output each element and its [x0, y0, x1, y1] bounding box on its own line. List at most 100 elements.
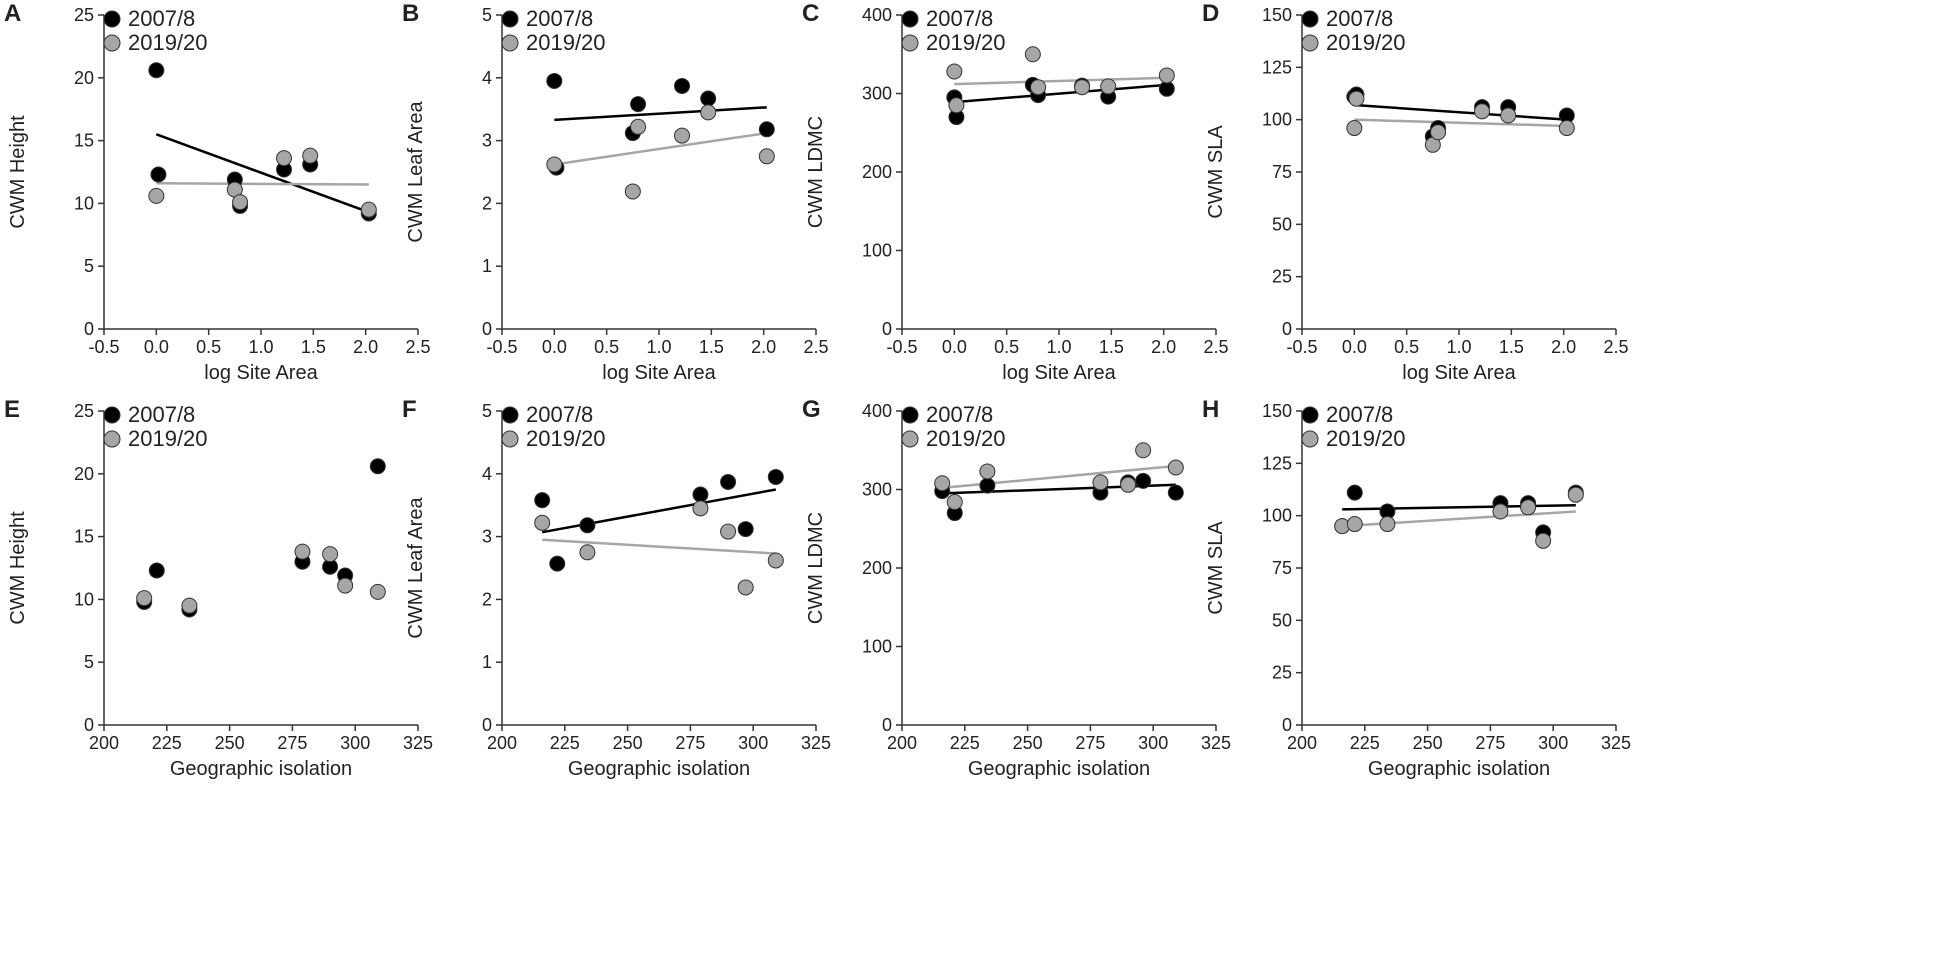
panel-a-y-tick-label: 15	[74, 131, 94, 151]
panel-f-y-tick-label: 4	[482, 464, 492, 484]
panel-b-point-2019	[630, 118, 647, 135]
panel-d-x-tick-label: 2.0	[1551, 337, 1576, 357]
panel-b-y-tick-label: 4	[482, 68, 492, 88]
panel-h-point-2007	[1346, 484, 1363, 501]
panel-g-point-2019	[1092, 474, 1109, 491]
panel-g-x-tick-label: 250	[1013, 733, 1043, 753]
panel-f-y-tick-label: 2	[482, 589, 492, 609]
panel-a-point-2007	[148, 62, 165, 79]
panel-h-trend-2019	[1342, 510, 1576, 528]
panel-b-legend-label-2007: 2007/8	[526, 6, 593, 31]
panel-d-y-tick-label: 150	[1262, 5, 1292, 25]
panel-e-x-axis-label: Geographic isolation	[170, 758, 352, 780]
panel-b-x-tick-label: 2.0	[751, 337, 776, 357]
panel-d: D -0.5 0.0 0.5 1.0 1.5 2.0 2.5 0 25 50 75 100 125 150 l…	[1202, 0, 1629, 384]
panel-c-y-tick-label: 400	[862, 5, 892, 25]
panel-a: A -0.5 0.0 0.5 1.0 1.5 2.0 2.5 0 5 10 15 20 25 log Sit…	[4, 0, 431, 384]
panel-d-y-axis-label: CWM SLA	[1205, 125, 1227, 219]
panel-c-legend-label-2019: 2019/20	[926, 30, 1006, 55]
panel-g-legend-label-2007: 2007/8	[926, 402, 993, 427]
panel-d-point-2019	[1348, 90, 1365, 107]
panel-c-legend-marker-2007	[901, 10, 919, 28]
panel-f-legend-label-2007: 2007/8	[526, 402, 593, 427]
panel-c-y-tick-label: 200	[862, 162, 892, 182]
panel-a-trend-2007	[155, 133, 370, 214]
panel-b-legend-marker-2007	[501, 10, 519, 28]
panel-d-x-tick-label: 1.5	[1499, 337, 1524, 357]
panel-b-y-axis-label: CWM Leaf Area	[405, 101, 427, 243]
panel-f-point-2019	[720, 523, 737, 540]
panel-g-trend-2007	[942, 483, 1176, 495]
panel-a-legend-label-2007: 2007/8	[128, 6, 195, 31]
panel-f-legend-label-2019: 2019/20	[526, 426, 606, 451]
panel-d-legend-label-2007: 2007/8	[1326, 6, 1393, 31]
panel-b-x-tick-label: 1.5	[699, 337, 724, 357]
panel-c-x-tick-label: 1.5	[1099, 337, 1124, 357]
panel-h-x-tick-label: 325	[1601, 733, 1631, 753]
panel-b-y-tick-label: 1	[482, 256, 492, 276]
panel-f-y-tick-label: 0	[482, 715, 492, 735]
panel-h-legend-marker-2007	[1301, 406, 1319, 424]
panel-b-x-tick-label: 0.5	[594, 337, 619, 357]
panel-h-legend-marker-2019	[1301, 430, 1319, 448]
panel-h-point-2019	[1492, 503, 1509, 520]
panel-b-x-tick-label: 1.0	[646, 337, 671, 357]
panel-f-point-2019	[534, 514, 551, 531]
panel-g-point-2019	[1135, 442, 1152, 459]
panel-b-point-2019	[700, 104, 717, 121]
panel-c-x-tick-label: 2.5	[1203, 337, 1228, 357]
panel-b-x-axis-label: log Site Area	[602, 362, 716, 384]
panel-a-x-axis-label: log Site Area	[204, 362, 318, 384]
panel-d-x-tick-label: -0.5	[1286, 337, 1317, 357]
panel-e-x-tick-label: 250	[215, 733, 245, 753]
panel-h-y-tick-label: 75	[1272, 558, 1292, 578]
panel-c-y-tick-label: 0	[882, 319, 892, 339]
panel-b-x-tick-label: 2.5	[803, 337, 828, 357]
panel-d-x-tick-label: 0.5	[1394, 337, 1419, 357]
panel-d-x-tick-label: 2.5	[1603, 337, 1628, 357]
panel-a-y-tick-label: 0	[84, 319, 94, 339]
panel-a-x-tick-label: 0.5	[196, 337, 221, 357]
panel-g-point-2007	[1167, 484, 1184, 501]
panel-f-point-2007	[737, 521, 754, 538]
panel-f-y-tick-label: 3	[482, 527, 492, 547]
panel-e-legend-marker-2019	[103, 430, 121, 448]
panel-e-x-tick-label: 275	[277, 733, 307, 753]
panel-f-x-tick-label: 325	[801, 733, 831, 753]
panel-f-point-2019	[737, 579, 754, 596]
panel-c-point-2019	[1100, 78, 1117, 95]
panel-g-point-2007	[1135, 472, 1152, 489]
panel-g-x-tick-label: 300	[1138, 733, 1168, 753]
panel-d-point-2019	[1346, 120, 1363, 137]
panel-e-point-2019	[322, 546, 339, 563]
panel-d-y-tick-label: 50	[1272, 214, 1292, 234]
panel-g-legend-marker-2007	[901, 406, 919, 424]
panel-e-point-2019	[136, 590, 153, 607]
panel-e-point-2019	[337, 577, 354, 594]
panel-e-point-2007	[148, 562, 165, 579]
panel-a-x-tick-label: -0.5	[88, 337, 119, 357]
panel-g-letter: G	[802, 396, 821, 423]
panel-d-legend-label-2019: 2019/20	[1326, 30, 1406, 55]
panel-a-legend-label-2019: 2019/20	[128, 30, 208, 55]
panel-a-y-axis-label: CWM Height	[7, 115, 29, 229]
panel-a-y-tick-label: 25	[74, 5, 94, 25]
panel-g-point-2019	[979, 463, 996, 480]
panel-a-point-2019	[148, 187, 165, 204]
panel-d-y-tick-label: 25	[1272, 267, 1292, 287]
panel-b-legend-marker-2019	[501, 34, 519, 52]
panel-e-y-tick-label: 10	[74, 589, 94, 609]
panel-d-legend-marker-2019	[1301, 34, 1319, 52]
panel-c-trend-2007	[954, 83, 1167, 104]
panel-f-x-axis-label: Geographic isolation	[568, 758, 750, 780]
panel-f-point-2019	[579, 544, 596, 561]
panel-e-point-2019	[294, 543, 311, 560]
panel-g-y-tick-label: 200	[862, 558, 892, 578]
panel-h-legend-label-2007: 2007/8	[1326, 402, 1393, 427]
panel-g-point-2019	[1120, 476, 1137, 493]
panel-a-point-2019	[232, 194, 249, 211]
panel-e-y-tick-label: 15	[74, 527, 94, 547]
panel-f-x-tick-label: 250	[613, 733, 643, 753]
panel-f-x-tick-label: 225	[550, 733, 580, 753]
panel-g-y-axis-label: CWM LDMC	[805, 512, 827, 624]
